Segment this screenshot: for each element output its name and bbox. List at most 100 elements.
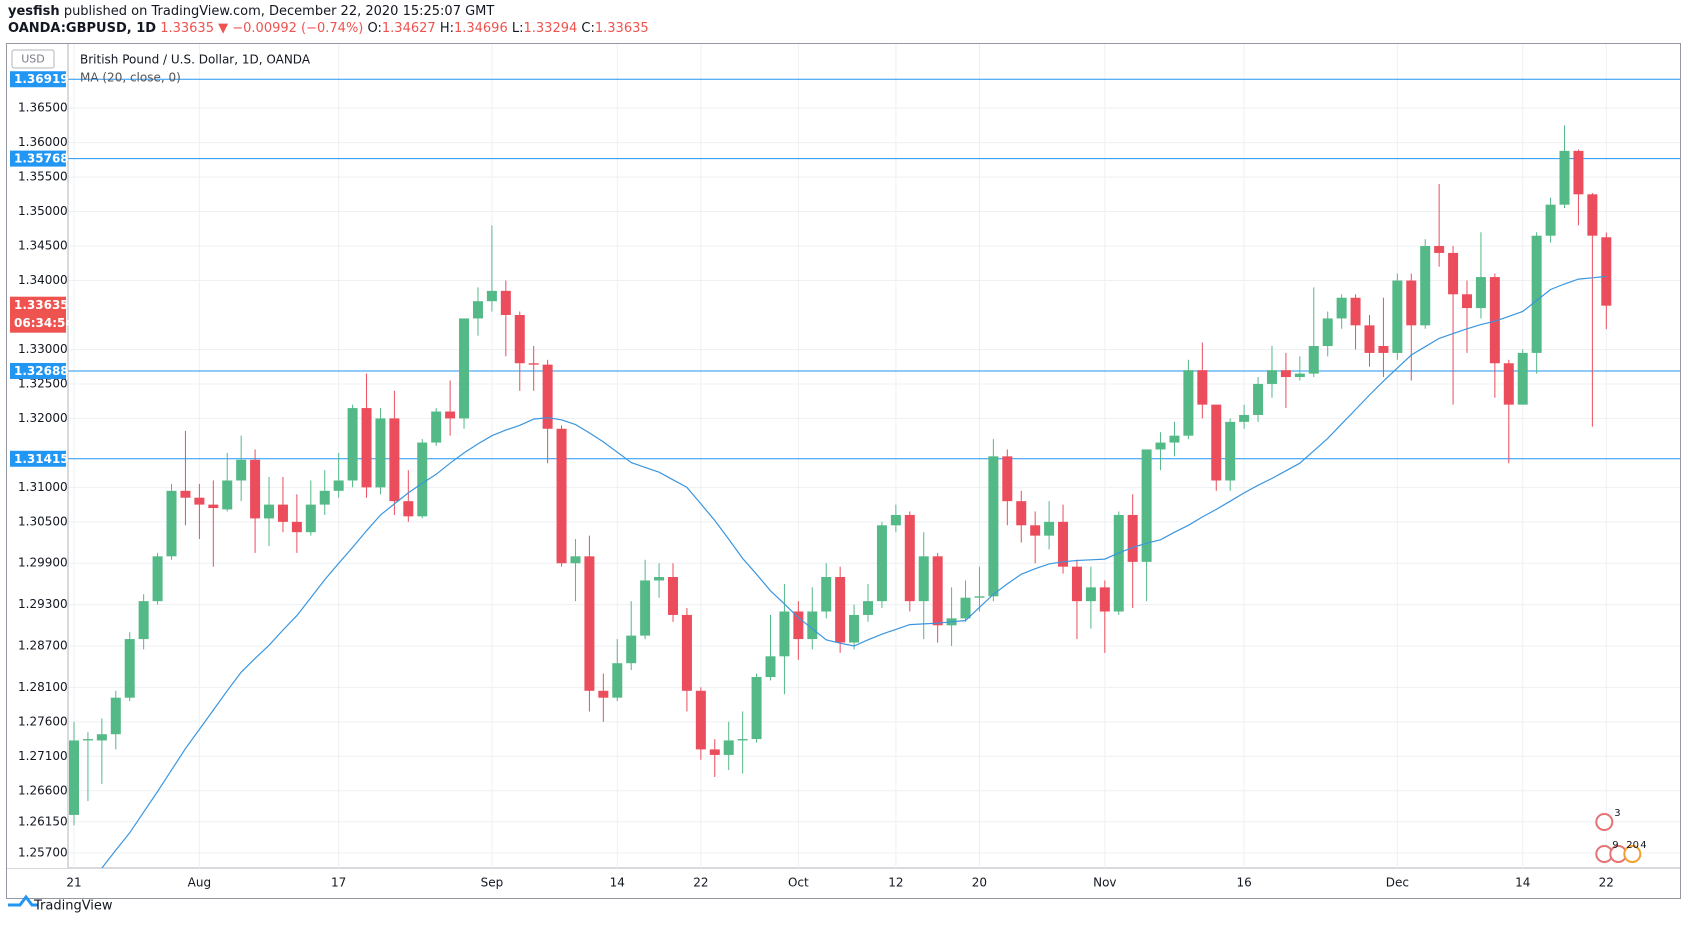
- candle-body: [723, 740, 734, 755]
- candle-body: [779, 611, 790, 657]
- candle-body: [751, 676, 762, 740]
- published: published on TradingView.com, December 2…: [63, 4, 495, 19]
- y-tick-label: 1.25700: [18, 845, 68, 859]
- candle-body: [222, 480, 233, 510]
- candle-body: [486, 290, 497, 302]
- candle-body: [1462, 294, 1472, 309]
- candle-body: [556, 428, 567, 564]
- y-tick-label: 1.26150: [18, 814, 68, 828]
- candle-body: [1573, 150, 1584, 195]
- candle-body: [793, 611, 804, 640]
- price-label-bg: [10, 71, 66, 88]
- candle-body: [180, 490, 191, 498]
- candle-body: [960, 597, 971, 619]
- candle-body: [124, 639, 135, 698]
- event-count: 9: [1612, 840, 1618, 851]
- candle-body: [737, 739, 748, 741]
- x-tick-label: 20: [972, 876, 987, 890]
- candle-body: [681, 614, 692, 691]
- candle-body: [291, 521, 302, 533]
- candle-body: [1336, 297, 1347, 319]
- y-tick-label: 1.29900: [18, 556, 68, 570]
- candle-body: [932, 556, 943, 626]
- candle-body: [1085, 587, 1096, 602]
- y-tick-label: 1.35500: [18, 170, 68, 184]
- y-tick-label: 1.35000: [18, 204, 68, 218]
- y-tick-label: 1.36500: [18, 101, 68, 115]
- candle-body: [1364, 325, 1375, 353]
- currency-button[interactable]: [11, 49, 55, 69]
- candle-body: [472, 301, 483, 319]
- y-tick-label: 1.28700: [18, 638, 68, 652]
- currency[interactable]: USD: [21, 53, 45, 66]
- candle-body: [69, 740, 79, 815]
- candle-body: [1127, 514, 1138, 562]
- ohlc-c: 1.33635: [594, 21, 649, 36]
- candle-body: [1559, 150, 1570, 205]
- price-label-bg: [10, 150, 66, 167]
- candle-body: [445, 411, 456, 419]
- candle-body: [1294, 373, 1305, 378]
- y-tick-label: 1.28100: [18, 680, 68, 694]
- y-tick-label: 1.36000: [18, 135, 68, 149]
- ohlc-l-label: L:: [511, 21, 524, 36]
- price-label-bg: [10, 362, 66, 379]
- candle-body: [988, 456, 999, 597]
- ohlc-c-label: C:: [581, 21, 595, 36]
- brand-logo: [8, 894, 38, 907]
- x-tick-label: Aug: [188, 876, 211, 890]
- y-tick-label: 1.30500: [18, 514, 68, 528]
- candle-body: [1434, 246, 1445, 253]
- candle-body: [584, 556, 595, 691]
- price-label: 1.32688: [14, 364, 69, 378]
- event-flag[interactable]: [1595, 813, 1614, 831]
- x-tick-label: 21: [66, 876, 81, 890]
- candle-body: [166, 490, 177, 557]
- ohlc-h-label: H:: [439, 21, 454, 36]
- event-flag[interactable]: [1623, 845, 1642, 863]
- event-count: 20: [1626, 840, 1639, 851]
- x-tick-label: 14: [610, 876, 625, 890]
- price-label-bg: [10, 450, 66, 467]
- candle-body: [1058, 521, 1069, 567]
- candle-body: [570, 556, 581, 564]
- candle-body: [1113, 514, 1124, 612]
- arrow: ▼: [218, 21, 229, 36]
- candle-body: [709, 749, 720, 755]
- candle-body: [1239, 414, 1250, 422]
- candle-body: [1601, 237, 1612, 306]
- candle-body: [1044, 521, 1055, 536]
- candle-body: [82, 739, 93, 741]
- candle-body: [765, 656, 776, 677]
- candle-body: [1155, 442, 1166, 450]
- x-tick-label: Sep: [481, 876, 504, 890]
- candle-body: [333, 480, 344, 491]
- candle-body: [821, 577, 832, 612]
- candle-body: [1030, 525, 1041, 536]
- candle-body: [110, 697, 121, 735]
- candle-body: [375, 418, 386, 488]
- candle-body: [1475, 277, 1486, 309]
- candle-body: [1378, 346, 1389, 353]
- candle-body: [890, 514, 901, 526]
- candle-body: [1420, 246, 1431, 326]
- y-tick-label: 1.34500: [18, 239, 68, 253]
- countdown: 06:34:54: [14, 316, 74, 330]
- candle-body: [1489, 277, 1500, 364]
- candle-body: [1503, 363, 1514, 405]
- chart-border: [6, 43, 1681, 899]
- candle-body: [459, 318, 470, 419]
- candle-body: [1531, 235, 1542, 353]
- candle-body: [417, 442, 428, 517]
- y-tick-label: 1.31000: [18, 480, 68, 494]
- legend-ma: MA (20, close, 0): [80, 71, 181, 85]
- ohlc-h: 1.34696: [453, 21, 508, 36]
- last: 1.33635: [160, 21, 214, 36]
- candle-body: [974, 596, 985, 598]
- candle-body: [431, 411, 442, 443]
- candle-body: [695, 690, 706, 750]
- x-tick-label: Nov: [1093, 876, 1116, 890]
- candle-body: [626, 635, 637, 664]
- candle-body: [319, 490, 330, 505]
